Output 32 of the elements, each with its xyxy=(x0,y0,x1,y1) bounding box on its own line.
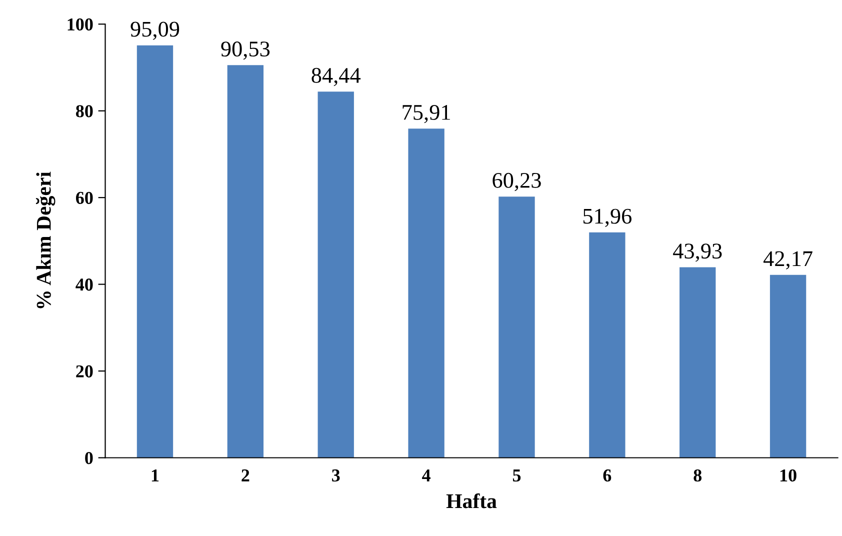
x-tick-label: 10 xyxy=(780,469,796,482)
data-label: 75,91 xyxy=(402,104,450,124)
data-label: 60,23 xyxy=(492,172,541,192)
x-tick-label: 6 xyxy=(603,469,612,482)
bar xyxy=(136,45,174,458)
data-label: 95,09 xyxy=(130,22,180,40)
y-tick-label: 0 xyxy=(85,452,93,464)
y-axis-title: % Akım Değeri xyxy=(36,172,56,308)
x-tick-label: 3 xyxy=(332,469,340,482)
bar xyxy=(680,267,716,458)
bar xyxy=(770,274,806,458)
y-tick-label: 100 xyxy=(68,18,93,31)
data-label: 51,96 xyxy=(583,208,632,227)
y-tick-label: 60 xyxy=(76,192,93,204)
bar xyxy=(498,196,535,458)
x-tick-label: 2 xyxy=(242,469,250,482)
data-label: 43,93 xyxy=(673,244,722,262)
bar xyxy=(589,232,626,458)
x-tick-label: 4 xyxy=(422,470,430,482)
y-tick-label: 80 xyxy=(76,105,93,118)
x-tick-label: 5 xyxy=(512,470,521,482)
x-tick-label: 1 xyxy=(152,469,159,482)
bar xyxy=(227,65,264,458)
bar xyxy=(318,92,354,458)
x-axis-title: Hafta xyxy=(446,493,497,508)
data-label: 90,53 xyxy=(221,42,270,60)
data-label: 84,44 xyxy=(312,68,361,86)
y-tick-label: 20 xyxy=(76,365,93,378)
bar xyxy=(408,128,444,458)
data-label: 42,17 xyxy=(763,251,812,270)
y-tick-label: 40 xyxy=(76,278,93,291)
x-tick-label: 8 xyxy=(694,469,702,482)
